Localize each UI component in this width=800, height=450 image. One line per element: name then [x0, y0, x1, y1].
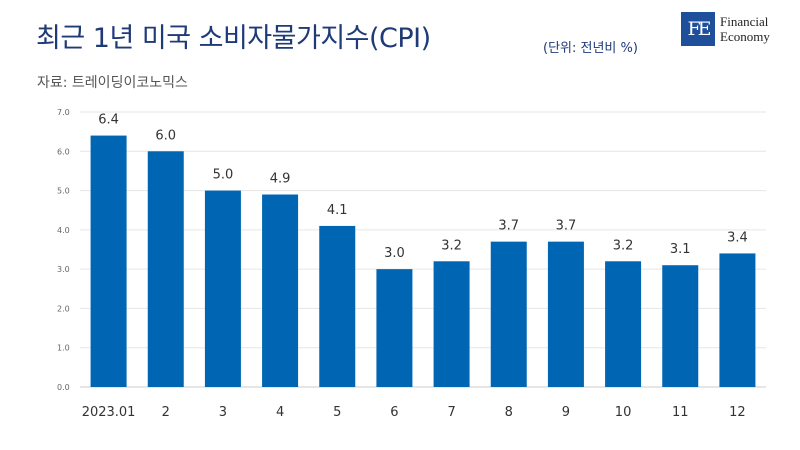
y-axis-ticks: 0.0 1.0 2.0 3.0 4.0 5.0 6.0 7.0 — [57, 108, 70, 392]
data-label: 4.9 — [270, 172, 291, 187]
y-tick-label: 7.0 — [57, 108, 70, 117]
unit-label: (단위: 전년비 %) — [543, 41, 638, 56]
bar — [490, 241, 527, 387]
y-tick-label: 3.0 — [57, 265, 70, 274]
x-tick-label: 8 — [505, 405, 513, 420]
y-tick-label: 4.0 — [57, 226, 70, 235]
x-tick-label: 9 — [562, 405, 570, 420]
bar — [376, 269, 413, 387]
data-label: 4.1 — [327, 203, 348, 218]
bar — [262, 194, 299, 387]
grid-layer — [80, 111, 766, 388]
x-tick-label: 10 — [615, 405, 632, 420]
chart-title: 최근 1년 미국 소비자물가지수(CPI) — [36, 23, 431, 54]
data-label: 3.7 — [556, 219, 577, 234]
data-label: 6.0 — [155, 128, 176, 143]
x-axis-ticks: 2023.01 2 3 4 5 6 7 8 9 10 11 12 — [82, 405, 746, 420]
bar — [433, 261, 470, 387]
value-labels: 6.4 6.0 5.0 4.9 4.1 3.0 3.2 3.7 3.7 3.2 3.1 3.4 — [98, 113, 748, 262]
financial-economy-logo: FE Financial Economy — [681, 12, 791, 50]
x-tick-label: 2023.01 — [82, 405, 136, 420]
logo-line-2: Economy — [720, 29, 770, 44]
bar — [147, 151, 184, 387]
logo-line-1: Financial — [720, 14, 769, 29]
y-tick-label: 6.0 — [57, 147, 70, 156]
x-tick-label: 4 — [276, 405, 284, 420]
x-tick-label: 6 — [390, 405, 398, 420]
data-label: 6.4 — [98, 113, 119, 128]
y-tick-label: 5.0 — [57, 187, 70, 196]
bar — [547, 241, 584, 387]
bar — [90, 135, 127, 387]
data-label: 3.2 — [441, 238, 462, 253]
source-label: 자료: 트레이딩이코노믹스 — [37, 75, 188, 91]
y-tick-label: 2.0 — [57, 304, 70, 313]
bars — [90, 135, 756, 387]
y-tick-label: 0.0 — [57, 383, 70, 392]
y-tick-label: 1.0 — [57, 344, 70, 353]
bar — [319, 225, 356, 387]
x-tick-label: 7 — [447, 405, 455, 420]
data-label: 3.7 — [498, 219, 519, 234]
x-tick-label: 12 — [729, 405, 746, 420]
data-label: 3.4 — [727, 230, 748, 245]
bar — [605, 261, 642, 387]
bar — [204, 190, 241, 387]
fe-logo-icon: FE — [681, 12, 715, 46]
data-label: 3.0 — [384, 246, 405, 261]
x-tick-label: 2 — [162, 405, 170, 420]
logo-wordmark: Financial Economy — [720, 14, 770, 44]
x-tick-label: 3 — [219, 405, 227, 420]
x-tick-label: 5 — [333, 405, 341, 420]
data-label: 3.2 — [613, 238, 634, 253]
bar — [662, 265, 699, 387]
data-label: 5.0 — [213, 168, 234, 183]
x-tick-label: 11 — [672, 405, 689, 420]
data-label: 3.1 — [670, 242, 691, 257]
bar — [719, 253, 756, 387]
